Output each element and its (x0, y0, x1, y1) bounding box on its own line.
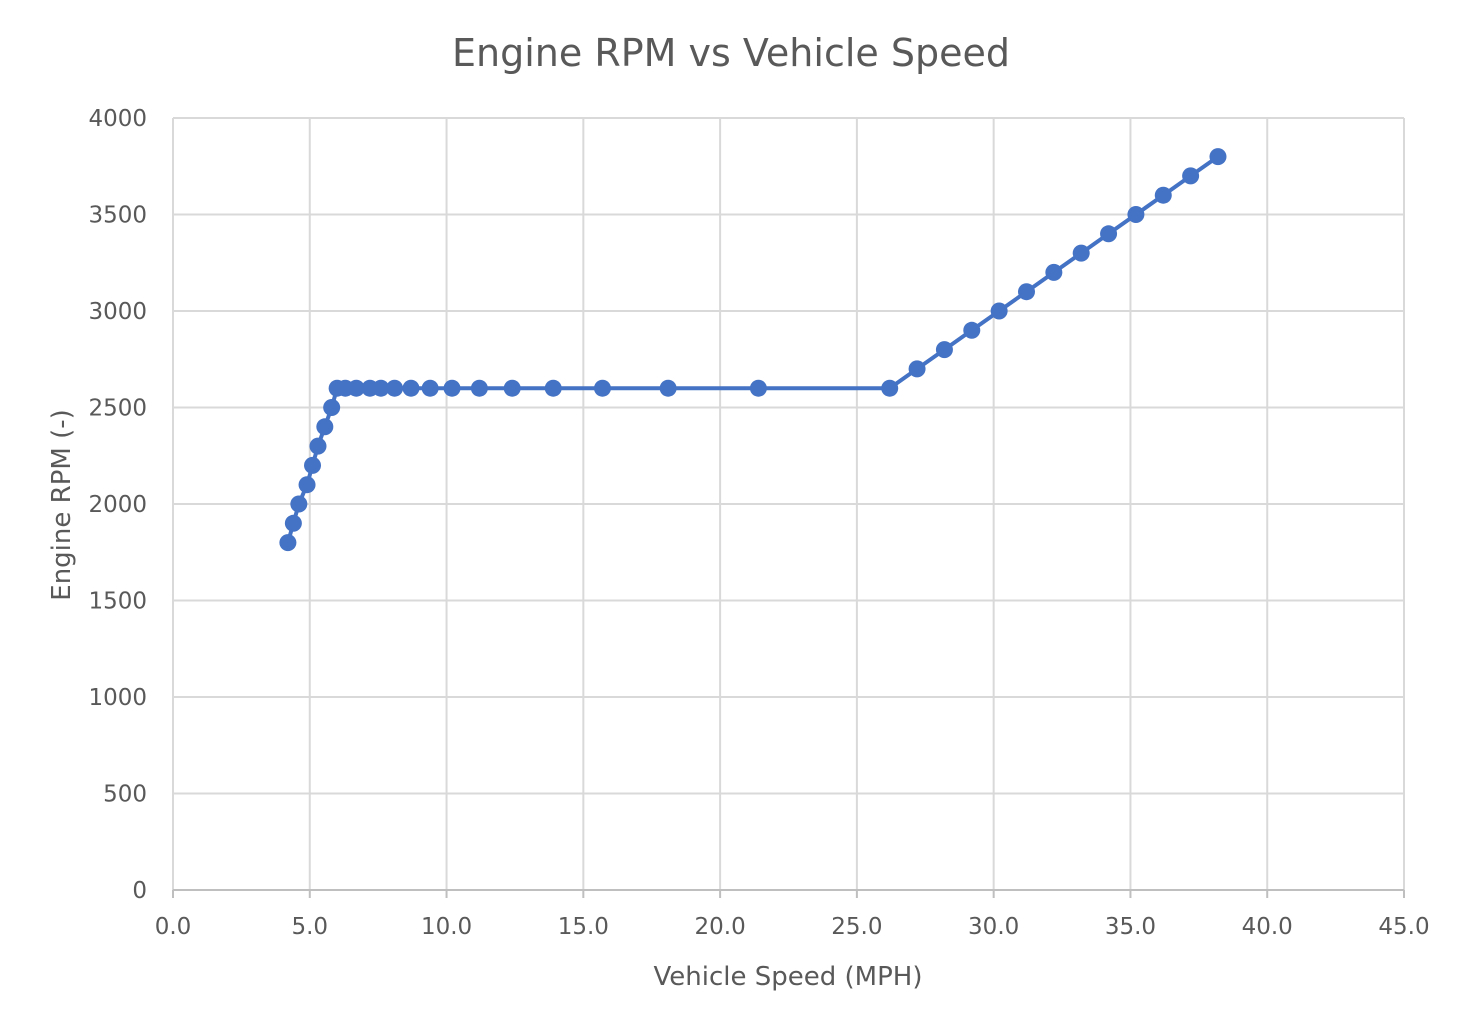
y-tick-label: 2000 (88, 492, 147, 518)
data-point (1017, 283, 1035, 301)
data-point (284, 514, 302, 532)
data-point (316, 418, 334, 436)
y-tick-label: 3500 (88, 203, 147, 229)
data-point (1072, 244, 1090, 262)
x-tick-label: 5.0 (291, 914, 328, 940)
x-axis-ticks: 0.0 5.0 10.0 15.0 20.0 25.0 30.0 35.0 40.0 45.0 (155, 914, 1430, 940)
y-tick-label: 1000 (88, 685, 147, 711)
x-tick-label: 20.0 (695, 914, 746, 940)
y-axis-ticks: 0 500 1000 1500 2000 2500 3000 3500 4000 (88, 106, 147, 904)
x-tick-label: 25.0 (831, 914, 882, 940)
x-tick-label: 30.0 (968, 914, 1019, 940)
data-point (1209, 148, 1227, 166)
x-tick-label: 0.0 (155, 914, 192, 940)
x-tick-label: 10.0 (421, 914, 472, 940)
data-point (1100, 225, 1118, 243)
x-tick-label: 45.0 (1378, 914, 1429, 940)
data-point (290, 495, 308, 513)
data-point (659, 379, 677, 397)
x-axis-title: Vehicle Speed (MPH) (654, 962, 923, 992)
data-point (1154, 186, 1172, 204)
data-point (1127, 206, 1145, 223)
y-tick-label: 0 (132, 878, 147, 904)
data-point (443, 379, 461, 397)
data-point (749, 379, 767, 397)
y-tick-label: 2500 (88, 396, 147, 422)
data-point (990, 302, 1008, 320)
y-tick-label: 1500 (88, 589, 147, 615)
x-tick-label: 15.0 (558, 914, 609, 940)
data-point (963, 321, 981, 339)
data-point (304, 456, 322, 474)
data-point (881, 379, 899, 397)
data-point (503, 379, 521, 397)
data-point (421, 379, 439, 397)
series-layer (279, 148, 1227, 552)
data-point (298, 476, 316, 494)
grid (173, 117, 1405, 890)
y-axis-title: Engine RPM (-) (47, 409, 77, 600)
data-point (402, 379, 420, 397)
data-point (908, 360, 926, 378)
data-point (309, 437, 327, 455)
data-point (279, 534, 297, 552)
data-point (372, 379, 390, 397)
y-tick-label: 3000 (88, 299, 147, 325)
data-point (593, 379, 611, 397)
data-point (470, 379, 488, 397)
data-point (1045, 263, 1063, 281)
chart-title: Engine RPM vs Vehicle Speed (452, 31, 1010, 75)
axes (172, 118, 1405, 898)
x-tick-label: 40.0 (1242, 914, 1293, 940)
data-point (347, 379, 365, 397)
data-point (1182, 167, 1200, 185)
data-point (323, 399, 341, 416)
x-tick-label: 35.0 (1105, 914, 1156, 940)
data-point (935, 341, 953, 359)
y-tick-label: 500 (103, 782, 147, 808)
data-point (544, 379, 562, 397)
y-tick-label: 4000 (88, 106, 147, 132)
data-point (386, 379, 404, 397)
